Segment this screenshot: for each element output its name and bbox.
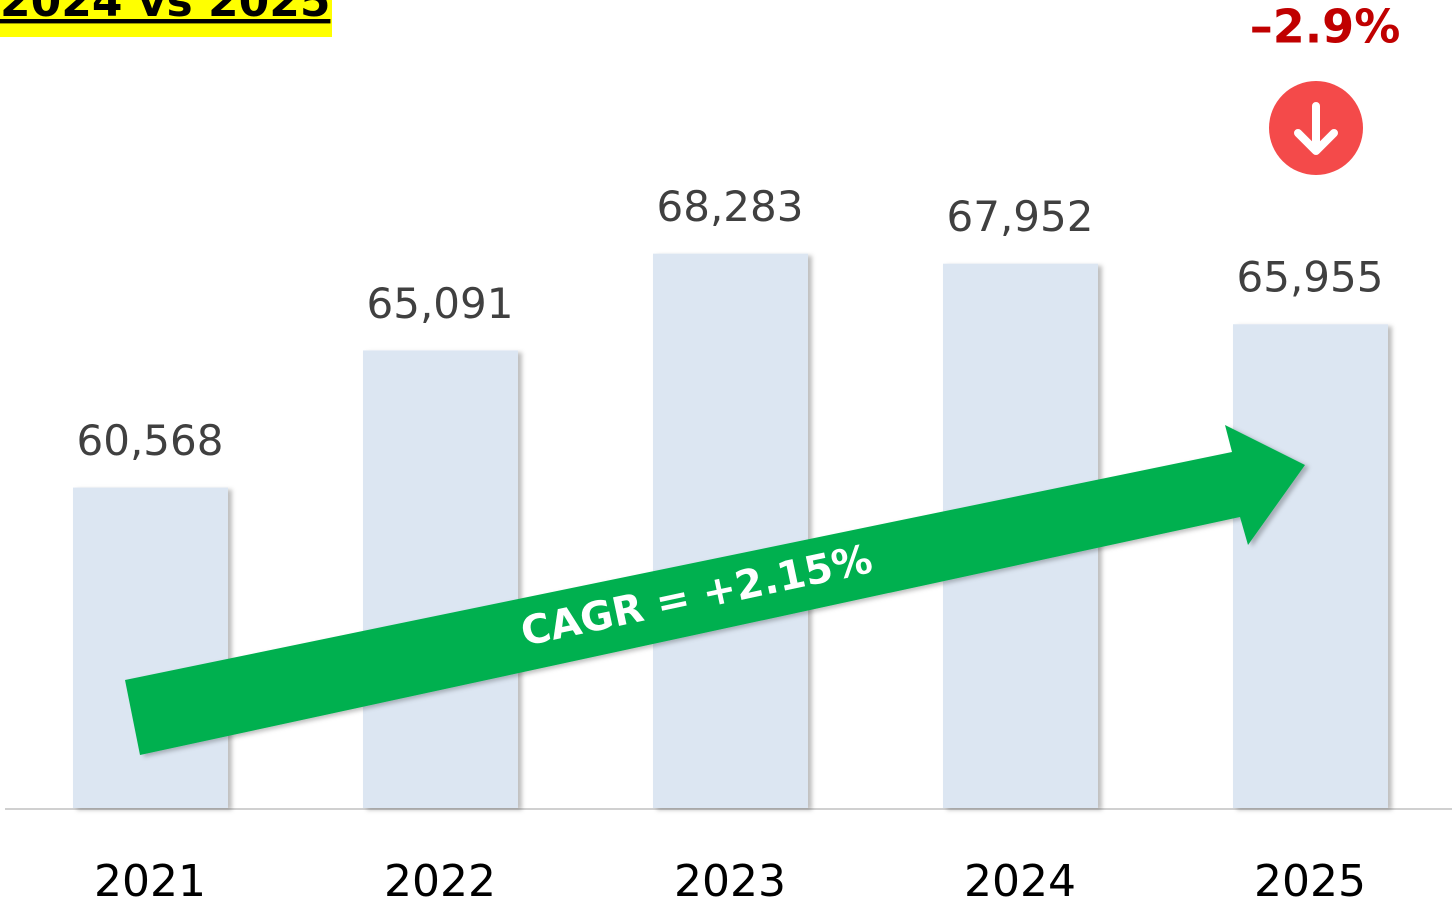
x-tick-label: 2023	[674, 856, 786, 907]
value-label: 68,283	[657, 182, 804, 231]
x-tick-label: 2024	[964, 856, 1076, 907]
value-label: 65,091	[367, 279, 514, 328]
value-label: 60,568	[77, 416, 224, 465]
bar	[1233, 324, 1388, 808]
value-label: 67,952	[947, 192, 1094, 241]
bar	[363, 350, 518, 808]
x-tick-label: 2021	[94, 856, 206, 907]
bar	[653, 253, 808, 809]
title-highlight	[0, 0, 332, 37]
change-label: –2.9%	[1250, 0, 1401, 54]
cagr-arrow	[125, 425, 1305, 755]
chart-title: 2024 vs 2025	[0, 0, 330, 27]
bar	[73, 487, 228, 808]
value-label: 65,955	[1237, 253, 1384, 302]
x-tick-label: 2022	[384, 856, 496, 907]
x-tick-label: 2025	[1254, 856, 1366, 907]
down-arrow	[1294, 102, 1338, 155]
